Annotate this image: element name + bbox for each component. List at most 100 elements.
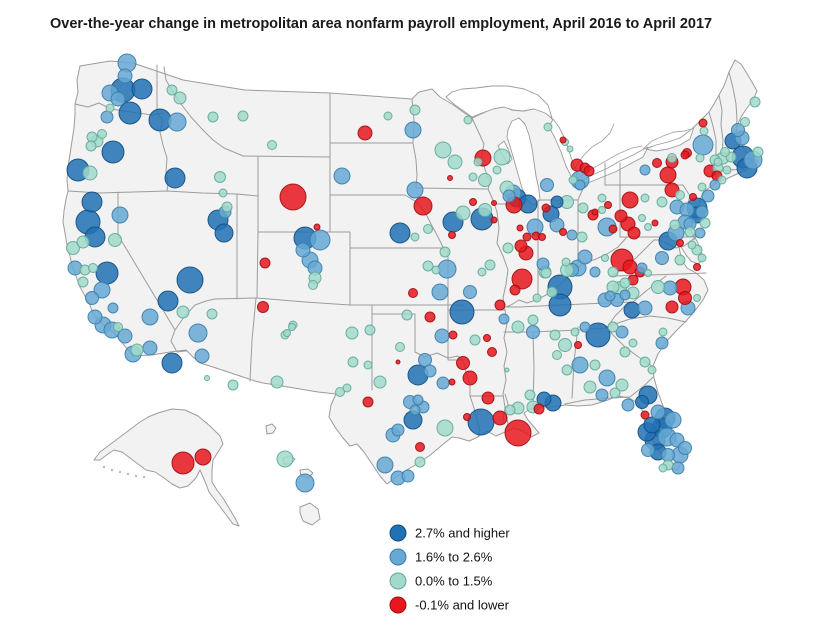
metro-bubble[interactable] — [540, 178, 554, 192]
metro-bubble[interactable] — [589, 266, 601, 278]
metro-bubble[interactable] — [678, 291, 692, 305]
metro-bubble[interactable] — [218, 188, 228, 198]
metro-bubble[interactable] — [568, 175, 578, 185]
metro-bubble[interactable] — [589, 359, 601, 371]
metro-bubble[interactable] — [655, 336, 669, 350]
metro-bubble[interactable] — [463, 285, 477, 299]
metro-bubble[interactable] — [671, 461, 685, 475]
metro-bubble[interactable] — [85, 291, 99, 305]
metro-bubble[interactable] — [644, 269, 652, 277]
metro-bubble[interactable] — [693, 294, 701, 302]
metro-bubble[interactable] — [549, 217, 565, 233]
metro-bubble[interactable] — [130, 343, 144, 357]
metro-bubble[interactable] — [619, 277, 631, 289]
metro-bubble[interactable] — [492, 165, 502, 175]
metro-bubble[interactable] — [335, 387, 345, 397]
metro-bubble[interactable] — [541, 203, 551, 213]
metro-bubble[interactable] — [695, 153, 705, 163]
metro-bubble[interactable] — [478, 203, 492, 217]
metro-bubble[interactable] — [107, 302, 119, 314]
metro-bubble[interactable] — [101, 140, 125, 164]
metro-bubble[interactable] — [699, 217, 711, 229]
metro-bubble[interactable] — [577, 249, 593, 265]
metro-bubble[interactable] — [678, 441, 692, 455]
metro-bubble[interactable] — [493, 148, 511, 166]
metro-bubble[interactable] — [295, 473, 315, 493]
metro-bubble[interactable] — [364, 324, 376, 336]
metro-bubble[interactable] — [423, 224, 433, 234]
metro-bubble[interactable] — [313, 223, 321, 231]
metro-bubble[interactable] — [524, 389, 536, 401]
metro-bubble[interactable] — [675, 190, 685, 200]
metro-bubble[interactable] — [504, 404, 516, 416]
metro-bubble[interactable] — [118, 101, 142, 125]
metro-bubble[interactable] — [142, 340, 158, 356]
metro-bubble[interactable] — [87, 309, 103, 325]
metro-bubble[interactable] — [585, 322, 611, 348]
metro-bubble[interactable] — [93, 281, 111, 299]
metro-bubble[interactable] — [173, 91, 187, 105]
metro-bubble[interactable] — [362, 396, 374, 408]
metro-bubble[interactable] — [270, 375, 284, 389]
metro-bubble[interactable] — [463, 413, 471, 421]
metro-bubble[interactable] — [357, 125, 373, 141]
metro-bubble[interactable] — [621, 398, 635, 412]
metro-bubble[interactable] — [88, 263, 98, 273]
metro-bubble[interactable] — [477, 267, 487, 277]
metro-bubble[interactable] — [77, 276, 89, 288]
metro-bubble[interactable] — [448, 378, 456, 386]
metro-bubble[interactable] — [418, 353, 432, 367]
metro-bubble[interactable] — [669, 219, 681, 231]
metro-bubble[interactable] — [684, 226, 696, 238]
metro-bubble[interactable] — [509, 284, 521, 296]
metro-bubble[interactable] — [526, 325, 540, 339]
metro-bubble[interactable] — [423, 364, 437, 378]
metro-bubble[interactable] — [391, 423, 405, 437]
metro-bubble[interactable] — [559, 136, 567, 144]
metro-bubble[interactable] — [164, 167, 186, 189]
metro-bubble[interactable] — [619, 346, 631, 358]
metro-bubble[interactable] — [699, 126, 709, 136]
metro-bubble[interactable] — [467, 408, 495, 436]
metro-bubble[interactable] — [636, 262, 648, 274]
metro-bubble[interactable] — [698, 118, 708, 128]
metro-bubble[interactable] — [473, 157, 483, 167]
metro-bubble[interactable] — [651, 219, 659, 227]
metro-bubble[interactable] — [447, 175, 453, 181]
metro-bubble[interactable] — [652, 158, 662, 168]
metro-bubble[interactable] — [414, 456, 426, 468]
metro-bubble[interactable] — [288, 323, 296, 331]
metro-bubble[interactable] — [676, 239, 684, 247]
metro-bubble[interactable] — [422, 260, 434, 272]
metro-bubble[interactable] — [638, 214, 646, 222]
metro-bubble[interactable] — [434, 328, 450, 344]
metro-bubble[interactable] — [342, 383, 352, 393]
metro-bubble[interactable] — [408, 288, 418, 298]
metro-bubble[interactable] — [221, 201, 233, 213]
metro-bubble[interactable] — [550, 195, 564, 209]
metro-bubble[interactable] — [574, 341, 582, 349]
metro-bubble[interactable] — [194, 448, 212, 466]
metro-bubble[interactable] — [166, 84, 178, 96]
metro-bubble[interactable] — [131, 78, 153, 100]
metro-bubble[interactable] — [607, 321, 619, 333]
metro-bubble[interactable] — [527, 314, 539, 326]
metro-bubble[interactable] — [483, 334, 491, 342]
metro-bubble[interactable] — [697, 253, 707, 263]
metro-bubble[interactable] — [478, 173, 492, 187]
metro-bubble[interactable] — [639, 356, 651, 368]
metro-bubble[interactable] — [749, 96, 761, 108]
metro-bubble[interactable] — [709, 179, 721, 191]
metro-bubble[interactable] — [431, 283, 449, 301]
metro-bubble[interactable] — [227, 379, 239, 391]
metro-bubble[interactable] — [449, 299, 475, 325]
metro-bubble[interactable] — [448, 330, 458, 340]
metro-bubble[interactable] — [309, 229, 331, 251]
metro-bubble[interactable] — [662, 280, 678, 296]
metro-bubble[interactable] — [207, 111, 219, 123]
metro-bubble[interactable] — [511, 268, 533, 290]
metro-bubble[interactable] — [448, 231, 456, 239]
metro-bubble[interactable] — [604, 290, 616, 302]
metro-bubble[interactable] — [627, 226, 641, 240]
metro-bubble[interactable] — [504, 367, 510, 373]
